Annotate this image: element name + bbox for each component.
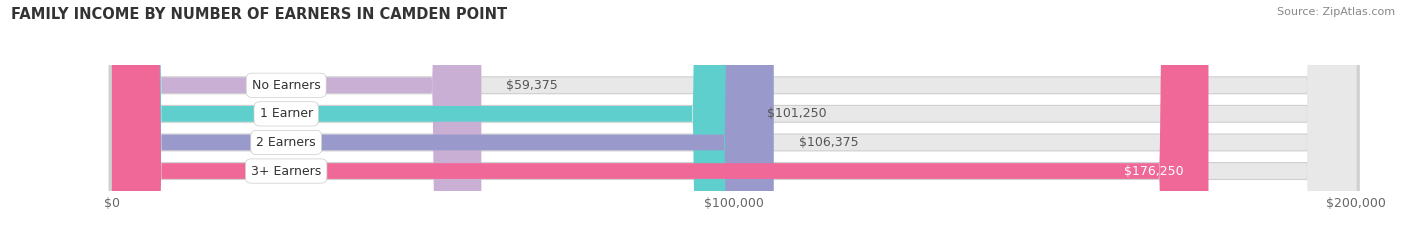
Text: $59,375: $59,375 <box>506 79 558 92</box>
FancyBboxPatch shape <box>108 0 1360 233</box>
Text: Source: ZipAtlas.com: Source: ZipAtlas.com <box>1277 7 1395 17</box>
Text: 3+ Earners: 3+ Earners <box>252 164 322 178</box>
FancyBboxPatch shape <box>108 0 1360 233</box>
FancyBboxPatch shape <box>112 0 1357 233</box>
FancyBboxPatch shape <box>112 0 1357 233</box>
FancyBboxPatch shape <box>108 0 1360 233</box>
FancyBboxPatch shape <box>112 0 1357 233</box>
FancyBboxPatch shape <box>112 0 481 233</box>
FancyBboxPatch shape <box>112 0 1357 233</box>
Text: No Earners: No Earners <box>252 79 321 92</box>
Text: 1 Earner: 1 Earner <box>260 107 312 120</box>
Text: 2 Earners: 2 Earners <box>256 136 316 149</box>
FancyBboxPatch shape <box>112 0 1209 233</box>
Text: $176,250: $176,250 <box>1123 164 1184 178</box>
FancyBboxPatch shape <box>108 0 1360 233</box>
Text: $106,375: $106,375 <box>799 136 858 149</box>
FancyBboxPatch shape <box>112 0 773 233</box>
FancyBboxPatch shape <box>112 0 742 233</box>
Text: FAMILY INCOME BY NUMBER OF EARNERS IN CAMDEN POINT: FAMILY INCOME BY NUMBER OF EARNERS IN CA… <box>11 7 508 22</box>
Text: $101,250: $101,250 <box>766 107 827 120</box>
